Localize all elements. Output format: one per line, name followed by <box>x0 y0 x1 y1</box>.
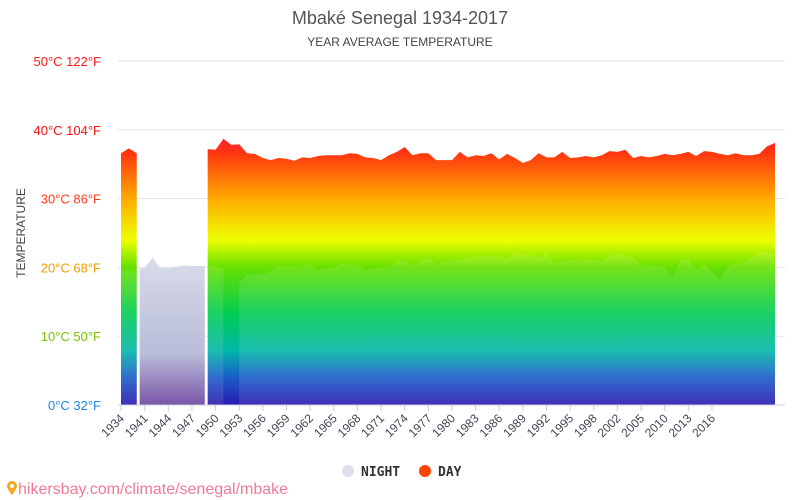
legend-night-marker[interactable] <box>342 465 354 477</box>
x-tick-label: 1998 <box>571 411 600 440</box>
x-tick-label: 1953 <box>217 411 246 440</box>
x-tick-label: 2010 <box>642 411 671 440</box>
x-tick-label: 1971 <box>358 411 387 440</box>
source-url[interactable]: hikersbay.com/climate/senegal/mbake <box>18 481 289 498</box>
x-tick-label: 1995 <box>547 411 576 440</box>
chart-subtitle: YEAR AVERAGE TEMPERATURE <box>307 35 492 49</box>
x-tick-label: 1986 <box>477 411 506 440</box>
y-tick-label: 10°C 50°F <box>41 329 101 344</box>
x-tick-label: 1934 <box>98 411 127 440</box>
x-tick-label: 1974 <box>382 411 411 440</box>
x-tick-label: 1992 <box>524 411 553 440</box>
y-tick-label: 30°C 86°F <box>41 192 101 207</box>
x-tick-label: 1968 <box>335 411 364 440</box>
x-tick-label: 1980 <box>429 411 458 440</box>
y-tick-label: 40°C 104°F <box>34 123 102 138</box>
x-tick-label: 2013 <box>666 411 695 440</box>
y-tick-label: 20°C 68°F <box>41 260 101 275</box>
day-area <box>207 138 776 405</box>
legend: NIGHT DAY <box>342 465 462 480</box>
x-tick-label: 1944 <box>146 411 175 440</box>
night-area <box>207 266 224 405</box>
source-link[interactable]: hikersbay.com/climate/senegal/mbake <box>6 478 288 499</box>
x-tick-label: 1947 <box>169 411 198 440</box>
x-tick-label: 1989 <box>500 411 529 440</box>
x-tick-label: 1941 <box>122 411 151 440</box>
night-area <box>121 270 137 405</box>
map-pin-icon <box>7 481 17 495</box>
x-tick-label: 1983 <box>453 411 482 440</box>
x-tick-label: 1959 <box>264 411 293 440</box>
x-tick-label: 1962 <box>287 411 316 440</box>
night-area <box>239 252 776 405</box>
x-tick-label: 1965 <box>311 411 340 440</box>
legend-day-marker[interactable] <box>419 465 431 477</box>
chart-title: Mbaké Senegal 1934-2017 <box>292 8 508 28</box>
x-tick-label: 2005 <box>618 411 647 440</box>
night-area-no-day <box>139 257 205 405</box>
y-tick-label: 50°C 122°F <box>34 54 102 69</box>
x-tick-label: 1956 <box>240 411 269 440</box>
day-area <box>121 148 137 405</box>
x-tick-label: 2002 <box>595 411 624 440</box>
x-tick-label: 1977 <box>406 411 435 440</box>
legend-night-label[interactable]: NIGHT <box>361 465 400 480</box>
y-tick-label: 0°C 32°F <box>48 398 101 413</box>
legend-day-label[interactable]: DAY <box>438 465 462 480</box>
x-tick-label: 1950 <box>193 411 222 440</box>
y-axis-title: TEMPERATURE <box>14 188 28 278</box>
x-tick-label: 2016 <box>689 411 718 440</box>
